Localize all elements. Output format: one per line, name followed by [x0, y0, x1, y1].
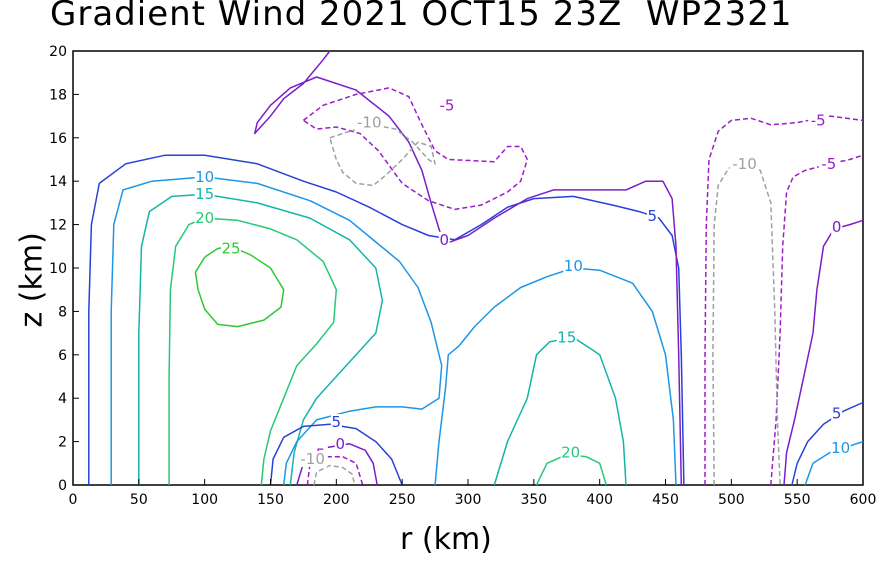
- x-axis-label: r (km): [400, 522, 492, 557]
- x-tick-label: 150: [257, 492, 284, 508]
- contour-label: 5: [832, 404, 842, 422]
- contour-line: [269, 423, 403, 486]
- y-tick-label: 18: [49, 87, 67, 103]
- x-tick-label: 300: [455, 492, 482, 508]
- contour-label: 0: [440, 231, 450, 249]
- chart-title: Gradient Wind 2021 OCT15 23Z WP2321: [50, 0, 793, 34]
- contour-line: [138, 193, 384, 486]
- contour-label-bg: [334, 435, 346, 452]
- contour-label: -10: [300, 450, 325, 468]
- contour-label: 10: [195, 168, 214, 186]
- contour-label: -5: [439, 96, 454, 114]
- contour-label-bg: [818, 155, 839, 172]
- y-tick-label: 8: [58, 304, 67, 320]
- contour-label-bg: [563, 257, 584, 274]
- x-tick-label: 600: [850, 492, 877, 508]
- contour-label-bg: [436, 97, 457, 114]
- contour-line: [791, 401, 864, 486]
- contour-line: [493, 336, 627, 486]
- contour-line: [88, 154, 685, 486]
- y-tick-label: 4: [58, 391, 67, 407]
- contour-label-bg: [438, 231, 450, 248]
- y-tick-label: 6: [58, 348, 67, 364]
- contour-label: 0: [832, 218, 842, 236]
- plot-frame: [72, 50, 864, 486]
- contour-label: 5: [648, 207, 658, 225]
- contour-label: 20: [561, 443, 580, 461]
- contour-label-bg: [831, 405, 843, 422]
- contour-line: [704, 115, 864, 485]
- x-tick-label: 250: [389, 492, 416, 508]
- contour-line: [770, 154, 864, 486]
- contour-label: -5: [821, 155, 836, 173]
- contour-label-bg: [730, 155, 759, 172]
- contour-label-bg: [646, 207, 658, 224]
- y-tick-label: 16: [49, 131, 67, 147]
- x-tick-label: 400: [586, 492, 613, 508]
- contour-label: 20: [195, 209, 214, 227]
- x-tick-label: 50: [130, 492, 148, 508]
- contour-line: [302, 87, 529, 211]
- y-tick-label: 2: [58, 435, 67, 451]
- contour-label-bg: [221, 240, 241, 257]
- y-tick-label: 0: [58, 478, 67, 494]
- contour-label-bg: [330, 414, 342, 431]
- contour-line: [253, 50, 683, 486]
- y-tick-label: 20: [49, 44, 67, 60]
- x-tick-label: 100: [191, 492, 218, 508]
- x-tick-label: 200: [323, 492, 350, 508]
- contour-line: [313, 464, 356, 486]
- contour-label: -5: [811, 111, 826, 129]
- contour-label-bg: [298, 450, 328, 467]
- x-tick-label: 550: [784, 492, 811, 508]
- contour-label: 0: [336, 435, 346, 453]
- contour-label: 5: [332, 413, 342, 431]
- contour-label: 15: [557, 328, 576, 346]
- x-tick-label: 450: [652, 492, 679, 508]
- contour-label: 10: [831, 439, 850, 457]
- contour-line: [329, 124, 436, 187]
- contour-label-bg: [194, 168, 215, 185]
- x-tick-label: 0: [69, 492, 78, 508]
- contour-label: 25: [221, 239, 240, 257]
- contour-label-bg: [808, 112, 829, 129]
- contour-line: [194, 245, 285, 328]
- contour-line: [434, 267, 677, 486]
- contour-label-bg: [354, 114, 384, 131]
- contour-label-bg: [194, 210, 215, 227]
- y-tick-label: 10: [49, 261, 67, 277]
- x-tick-label: 350: [520, 492, 547, 508]
- contour-line: [804, 440, 864, 486]
- x-tick-label: 500: [718, 492, 745, 508]
- contour-label-bg: [556, 329, 577, 346]
- contour-label-bg: [831, 218, 843, 235]
- contour-label: -10: [732, 155, 757, 173]
- contour-label: -10: [357, 114, 382, 132]
- contour-line: [110, 176, 443, 486]
- axis-ticks: 0 50 100 150 200 250 300 350 400 450 500 550 6000246…: [49, 44, 876, 508]
- contour-line: [712, 163, 781, 486]
- contour-label-bg: [194, 186, 215, 203]
- contour-label: 15: [195, 185, 214, 203]
- y-tick-label: 14: [49, 174, 67, 190]
- contour-line: [168, 217, 338, 486]
- contour-label-bg: [830, 440, 851, 457]
- contour-label: 10: [564, 257, 583, 275]
- contour-label-bg: [560, 444, 581, 461]
- y-tick-label: 12: [49, 218, 67, 234]
